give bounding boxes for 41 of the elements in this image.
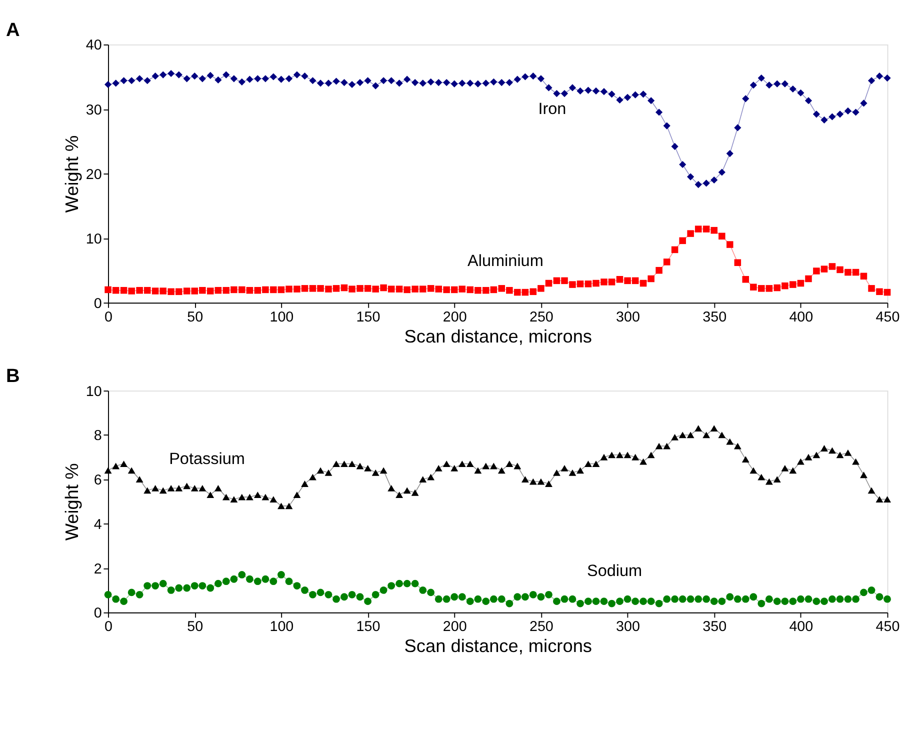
x-tick-label: 450: [876, 309, 900, 326]
x-axis-title: Scan distance, microns: [404, 636, 592, 656]
x-tick-label: 450: [876, 619, 900, 636]
x-tick-label: 0: [104, 309, 113, 326]
x-axis-title: Scan distance, microns: [404, 326, 592, 346]
series-label: Sodium: [586, 562, 642, 580]
x-tick-label: 0: [104, 619, 113, 636]
y-tick-label: 30: [86, 102, 102, 118]
x-tick-label: 150: [356, 619, 380, 636]
series-label: Potassium: [169, 450, 245, 468]
x-tick-label: 250: [529, 309, 554, 326]
y-tick-label: 2: [94, 561, 102, 578]
x-tick-label: 350: [702, 309, 727, 326]
x-tick-label: 200: [442, 619, 467, 636]
x-tick-label: 50: [187, 619, 204, 636]
y-tick-label: 4: [94, 516, 102, 533]
y-tick-label: 10: [86, 231, 102, 248]
x-tick-label: 300: [616, 619, 640, 636]
x-tick-label: 100: [270, 309, 294, 326]
x-tick-label: 350: [702, 619, 727, 636]
x-tick-label: 200: [442, 309, 467, 326]
y-tick-label: 0: [94, 606, 102, 622]
y-tick-label: 20: [86, 166, 102, 183]
chart-title: B: [6, 366, 20, 387]
y-tick-label: 10: [86, 384, 102, 400]
y-tick-label: 0: [94, 296, 102, 312]
y-axis-title: Weight %: [62, 135, 82, 213]
x-tick-label: 150: [356, 309, 380, 326]
y-tick-label: 6: [94, 472, 102, 489]
y-tick-label: 8: [94, 428, 102, 444]
series-label: Aluminium: [468, 252, 544, 270]
x-tick-label: 400: [789, 619, 814, 636]
x-tick-label: 100: [270, 619, 294, 636]
x-tick-label: 400: [789, 309, 814, 326]
series-label: Iron: [538, 100, 566, 118]
x-tick-label: 250: [529, 619, 554, 636]
x-tick-label: 300: [616, 309, 640, 326]
x-tick-label: 50: [187, 309, 204, 326]
chart-title: A: [6, 20, 20, 41]
y-tick-label: 40: [86, 38, 102, 54]
y-axis-title: Weight %: [62, 463, 82, 541]
